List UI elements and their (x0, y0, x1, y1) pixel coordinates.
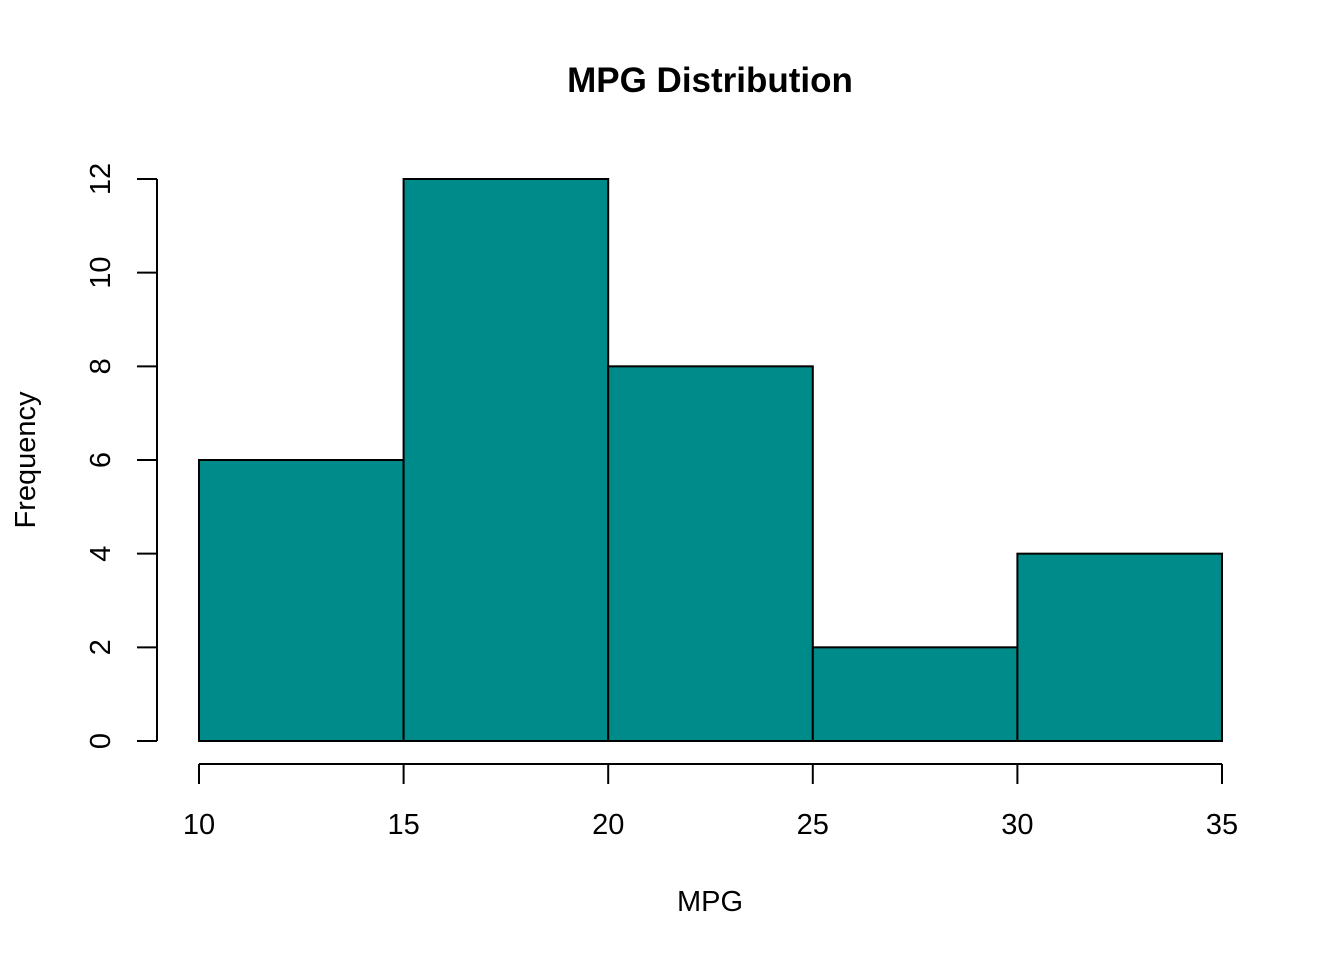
chart-title: MPG Distribution (567, 61, 853, 100)
histogram-bar-10-15 (198, 459, 405, 742)
y-tick-label: 0 (85, 733, 117, 749)
y-tick-label: 4 (85, 546, 117, 562)
x-tick-label: 20 (592, 809, 624, 841)
y-tick-label: 12 (85, 163, 117, 195)
histogram-bar-20-25 (607, 365, 814, 742)
y-tick-label: 10 (85, 257, 117, 289)
y-tick-label: 8 (85, 358, 117, 374)
y-tick-label: 2 (85, 639, 117, 655)
bars-group (198, 178, 1224, 743)
x-axis: 10 15 20 25 30 35 (183, 763, 1238, 841)
x-tick-label: 25 (797, 809, 829, 841)
x-tick-label: 10 (183, 809, 215, 841)
y-axis-label: Frequency (10, 391, 42, 529)
x-axis-label: MPG (677, 886, 743, 918)
histogram-bar-15-20 (402, 178, 610, 742)
histogram-bar-30-35 (1016, 552, 1224, 743)
x-tick-label: 30 (1001, 809, 1033, 841)
y-tick-label: 6 (85, 452, 117, 468)
x-tick-label: 15 (387, 809, 419, 841)
y-axis: 0 2 4 6 8 10 12 (85, 163, 158, 749)
histogram-bar-25-30 (811, 646, 1019, 742)
x-tick-label: 35 (1206, 809, 1238, 841)
